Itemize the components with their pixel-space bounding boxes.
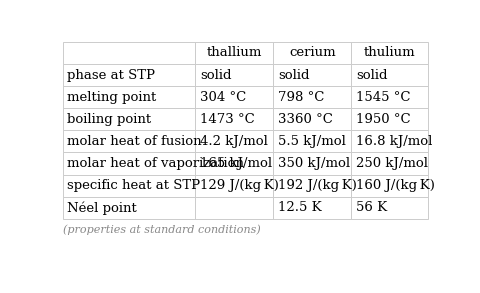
- Bar: [273, 108, 351, 130]
- Text: 16.8 kJ/mol: 16.8 kJ/mol: [356, 135, 432, 148]
- Text: 192 J/(kg K): 192 J/(kg K): [278, 179, 357, 192]
- Bar: [273, 152, 351, 175]
- Bar: [63, 42, 195, 64]
- Text: 12.5 K: 12.5 K: [278, 201, 322, 214]
- Text: cerium: cerium: [289, 47, 336, 59]
- Text: solid: solid: [278, 69, 310, 81]
- Text: 56 K: 56 K: [356, 201, 387, 214]
- Bar: [351, 86, 428, 108]
- Text: 350 kJ/mol: 350 kJ/mol: [278, 157, 350, 170]
- Text: 798 °C: 798 °C: [278, 91, 324, 104]
- Text: thulium: thulium: [363, 47, 415, 59]
- Text: molar heat of vaporization: molar heat of vaporization: [67, 157, 244, 170]
- Text: 160 J/(kg K): 160 J/(kg K): [356, 179, 435, 192]
- Text: specific heat at STP: specific heat at STP: [67, 179, 201, 192]
- Text: boiling point: boiling point: [67, 113, 152, 126]
- Bar: [351, 42, 428, 64]
- Bar: [63, 197, 195, 219]
- Bar: [351, 108, 428, 130]
- Text: solid: solid: [356, 69, 388, 81]
- Bar: [195, 64, 273, 86]
- Text: 304 °C: 304 °C: [200, 91, 246, 104]
- Text: 129 J/(kg K): 129 J/(kg K): [200, 179, 279, 192]
- Bar: [195, 197, 273, 219]
- Text: 165 kJ/mol: 165 kJ/mol: [200, 157, 272, 170]
- Text: molar heat of fusion: molar heat of fusion: [67, 135, 202, 148]
- Text: melting point: melting point: [67, 91, 156, 104]
- Bar: [195, 175, 273, 197]
- Bar: [351, 64, 428, 86]
- Bar: [273, 175, 351, 197]
- Text: phase at STP: phase at STP: [67, 69, 156, 81]
- Bar: [273, 42, 351, 64]
- Text: 1545 °C: 1545 °C: [356, 91, 410, 104]
- Text: 4.2 kJ/mol: 4.2 kJ/mol: [200, 135, 268, 148]
- Text: (properties at standard conditions): (properties at standard conditions): [63, 224, 261, 235]
- Bar: [195, 130, 273, 152]
- Bar: [273, 197, 351, 219]
- Bar: [63, 64, 195, 86]
- Bar: [63, 152, 195, 175]
- Bar: [273, 130, 351, 152]
- Text: 3360 °C: 3360 °C: [278, 113, 333, 126]
- Bar: [63, 130, 195, 152]
- Bar: [351, 152, 428, 175]
- Text: 1950 °C: 1950 °C: [356, 113, 411, 126]
- Bar: [63, 86, 195, 108]
- Bar: [273, 86, 351, 108]
- Bar: [195, 86, 273, 108]
- Bar: [351, 175, 428, 197]
- Bar: [63, 108, 195, 130]
- Bar: [351, 130, 428, 152]
- Bar: [195, 108, 273, 130]
- Text: thallium: thallium: [206, 47, 262, 59]
- Bar: [351, 197, 428, 219]
- Text: 5.5 kJ/mol: 5.5 kJ/mol: [278, 135, 346, 148]
- Text: solid: solid: [200, 69, 231, 81]
- Bar: [63, 175, 195, 197]
- Bar: [273, 64, 351, 86]
- Bar: [195, 42, 273, 64]
- Text: Néel point: Néel point: [67, 201, 137, 214]
- Text: 250 kJ/mol: 250 kJ/mol: [356, 157, 428, 170]
- Text: 1473 °C: 1473 °C: [200, 113, 254, 126]
- Bar: [195, 152, 273, 175]
